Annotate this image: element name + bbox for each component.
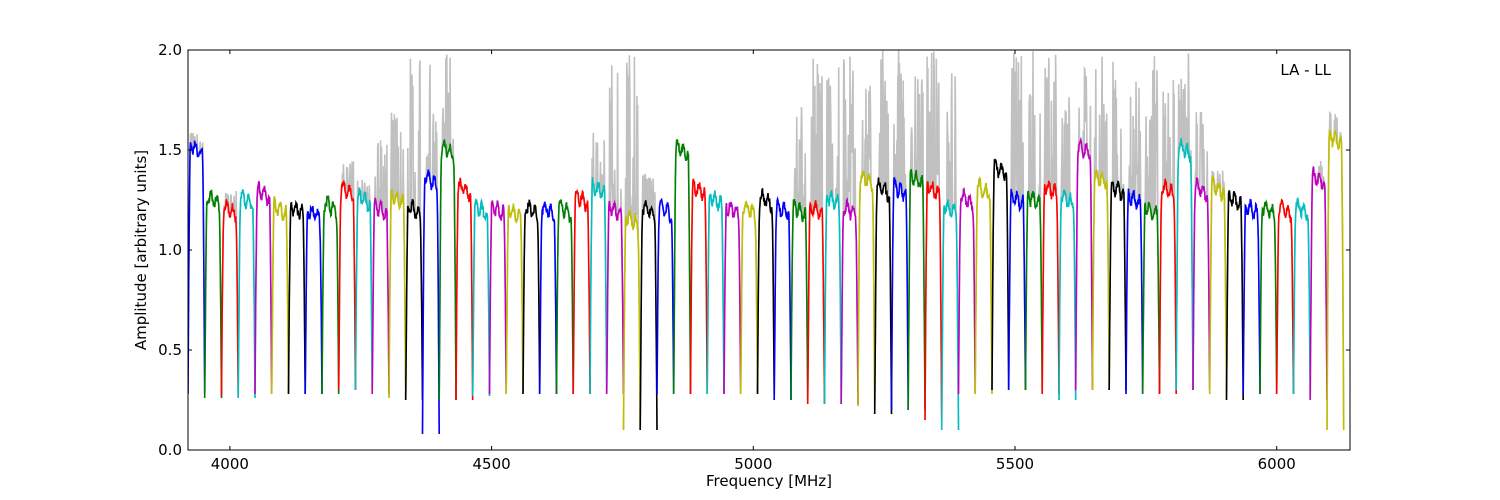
channel-band-line [957,187,976,395]
channel-band-line [924,181,943,421]
x-axis: 4000 4500 5000 5500 6000 [211,50,1296,473]
x-tick-label: 5500 [996,455,1034,473]
channel-band-line [505,203,524,395]
channel-band-line [873,177,893,415]
channel-band-line [1309,166,1328,401]
channel-band-line [840,197,859,405]
channel-band-line [672,139,692,395]
channel-band-line [388,189,407,399]
flagged-band-line [639,173,658,431]
channel-band-line [354,188,373,391]
channel-band-line [1091,169,1110,391]
y-axis: 0.0 0.5 1.0 1.5 2.0 [158,41,1350,459]
channel-band-line [455,177,474,401]
channel-band-line [974,176,993,395]
channel-band-line [371,197,390,395]
y-tick-label: 0.0 [158,441,182,459]
flagged-band-line [840,56,859,405]
channel-band-line [1158,178,1177,395]
y-tick-label: 2.0 [158,41,182,59]
channel-band-line [723,201,742,395]
channel-band-line [538,201,558,395]
channel-band-line [438,138,457,401]
channel-band-line [1024,190,1043,391]
channel-band-line [1242,198,1261,395]
channel-band-line [773,196,792,401]
channel-band-line [555,199,574,395]
channel-band-line [1225,190,1244,401]
channel-band-line [304,204,323,395]
channel-band-line [270,196,290,395]
channel-band-line [572,188,591,395]
y-tick-label: 1.5 [158,141,182,159]
channel-band-line [254,181,273,395]
channel-band-line [1125,188,1144,395]
channel-band-line [337,180,357,391]
y-axis-label: Amplitude [arbitrary units] [132,150,150,350]
flagged-band-line [605,65,625,395]
channel-series-group [188,128,1345,435]
y-tick-label: 1.0 [158,241,182,259]
x-tick-label: 4000 [211,455,249,473]
flagged-band-line [924,51,943,421]
channel-band-line [907,168,926,411]
channel-band-line [471,197,491,397]
channel-band-line [1058,188,1077,401]
channel-band-line [890,176,909,411]
channel-band-line [689,178,708,395]
channel-band-line [488,200,507,395]
channel-band-line [940,199,960,431]
channel-band-line [790,198,809,401]
channel-band-line [823,190,842,405]
channel-band-line [1208,175,1228,395]
channel-band-line [421,169,440,435]
channel-band-line [203,189,223,399]
channel-band-line [1074,136,1094,391]
channel-band-line [1041,180,1060,395]
channel-band-line [605,199,625,395]
channel-band-line [857,170,876,407]
channel-band-line [991,158,1010,391]
channel-band-line [522,199,541,395]
x-tick-label: 4500 [472,455,510,473]
channel-band-line [806,200,826,405]
channel-band-line [706,190,725,395]
channel-band-line [639,200,658,431]
channel-band-line [188,140,206,395]
channel-band-line [739,200,759,395]
flagged-band-line [907,76,926,411]
channel-band-line [287,199,306,395]
channel-band-line [1192,177,1211,391]
annotation-label: LA - LL [1280,61,1331,79]
channel-band-line [237,189,256,399]
channel-band-line [656,197,675,395]
channel-band-line [1292,197,1311,395]
channel-band-line [1175,138,1194,391]
x-tick-label: 6000 [1258,455,1296,473]
channel-band-line [321,195,340,395]
channel-band-line [1259,199,1278,395]
channel-band-line [1007,188,1027,391]
channel-band-line [404,198,424,401]
channel-band-line [1326,128,1345,431]
channel-band-line [1108,180,1127,391]
channel-band-line [1275,198,1295,395]
x-axis-label: Frequency [MHz] [706,472,832,490]
channel-band-line [756,187,775,395]
channel-band-line [220,199,239,397]
channel-band-line [1141,201,1161,395]
channel-band-line [589,177,608,395]
x-tick-label: 5000 [734,455,772,473]
channel-band-line [622,208,641,431]
y-tick-label: 0.5 [158,341,182,359]
